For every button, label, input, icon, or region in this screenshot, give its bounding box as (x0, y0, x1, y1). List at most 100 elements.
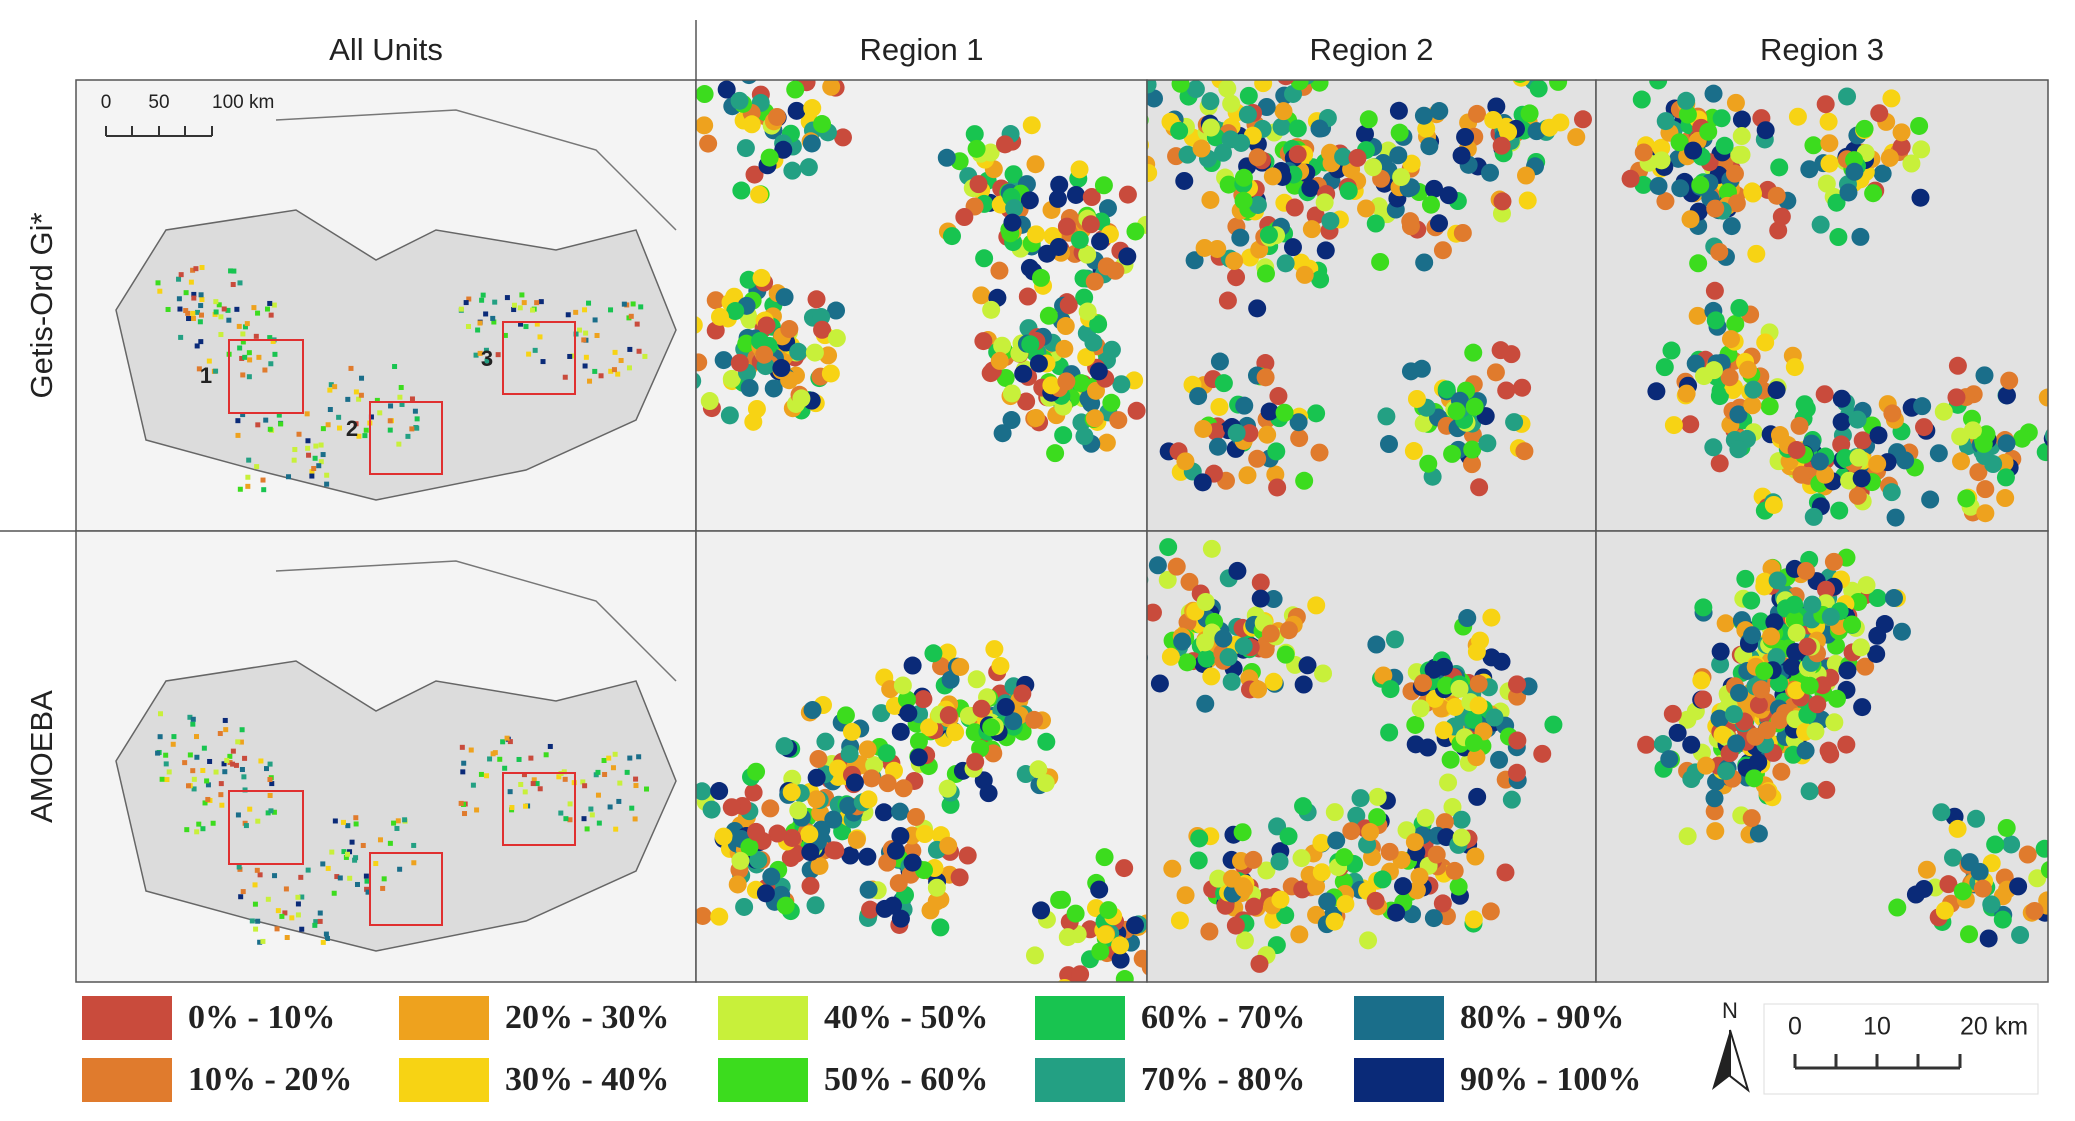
unit (320, 939, 326, 945)
unit (1004, 712, 1023, 731)
unit (267, 426, 273, 432)
unit (706, 291, 725, 310)
unit (1830, 501, 1849, 520)
unit (1233, 823, 1252, 842)
unit (1036, 774, 1055, 793)
unit (1681, 210, 1700, 229)
unit (1755, 662, 1774, 681)
unit (1882, 483, 1901, 502)
unit (1732, 127, 1751, 146)
unit (1256, 368, 1275, 387)
unit (1717, 762, 1736, 781)
unit (730, 91, 749, 110)
unit (1339, 181, 1358, 200)
unit (239, 727, 245, 733)
unit (217, 731, 223, 737)
unit (806, 896, 825, 915)
unit (1706, 311, 1725, 330)
unit (1307, 877, 1326, 896)
unit (213, 309, 219, 315)
unit (1896, 451, 1915, 470)
unit (889, 874, 908, 893)
unit (1906, 885, 1925, 904)
unit (1180, 572, 1199, 591)
unit (226, 317, 232, 323)
unit (1848, 410, 1867, 429)
boundary (275, 560, 677, 682)
unit (295, 912, 301, 918)
unit (324, 472, 330, 478)
unit (567, 817, 573, 823)
unit (176, 296, 182, 302)
unit (255, 310, 261, 316)
unit (891, 826, 910, 845)
unit (1974, 434, 1993, 453)
legend-label: 50% - 60% (824, 1061, 988, 1098)
unit (218, 792, 224, 798)
unit (242, 755, 248, 761)
unit (1392, 168, 1411, 187)
unit (2040, 860, 2048, 879)
unit (1486, 363, 1505, 382)
unit (589, 812, 595, 818)
unit (2035, 839, 2048, 858)
region-label: 1 (200, 363, 212, 388)
region-box (369, 401, 443, 475)
unit (827, 329, 846, 348)
unit (460, 769, 466, 775)
unit (304, 411, 310, 417)
unit (1997, 818, 2016, 837)
unit (1939, 875, 1958, 894)
unit (218, 314, 224, 320)
unit (230, 282, 236, 288)
unit (196, 366, 202, 372)
unit (1147, 603, 1162, 622)
unit (1185, 251, 1204, 270)
unit (1567, 128, 1586, 147)
unit (368, 414, 374, 420)
unit (1948, 819, 1967, 838)
unit (1276, 254, 1295, 273)
unit (218, 332, 224, 338)
unit (318, 459, 324, 465)
unit (1470, 478, 1489, 497)
unit (353, 389, 359, 395)
unit (1070, 230, 1089, 249)
unit (1214, 374, 1233, 393)
map-panel (1595, 530, 2049, 983)
unit (377, 410, 383, 416)
unit (1420, 137, 1439, 156)
unit (194, 754, 200, 760)
unit (1175, 171, 1194, 190)
unit (236, 323, 242, 329)
map-panel (1146, 530, 1597, 983)
unit (171, 734, 177, 740)
unit (1447, 402, 1466, 421)
unit (1762, 627, 1781, 646)
unit (731, 851, 750, 870)
unit (861, 900, 880, 919)
unit (828, 759, 847, 778)
scale-label: 20 km (1960, 1013, 2028, 1041)
unit (1032, 268, 1051, 287)
unit (1098, 199, 1117, 218)
unit (1821, 745, 1840, 764)
unit (518, 781, 524, 787)
unit (1820, 134, 1839, 153)
unit (236, 864, 242, 870)
unit (243, 823, 249, 829)
unit (1189, 851, 1208, 870)
unit (1310, 119, 1329, 138)
unit (523, 324, 529, 330)
unit (1189, 387, 1208, 406)
unit (260, 938, 266, 944)
unit (313, 443, 319, 449)
unit (1696, 756, 1715, 775)
unit (269, 781, 275, 787)
unit (521, 300, 527, 306)
unit (1948, 356, 1967, 375)
unit (1379, 435, 1398, 454)
unit (1934, 402, 1953, 421)
unit (624, 769, 630, 775)
unit (595, 769, 601, 775)
